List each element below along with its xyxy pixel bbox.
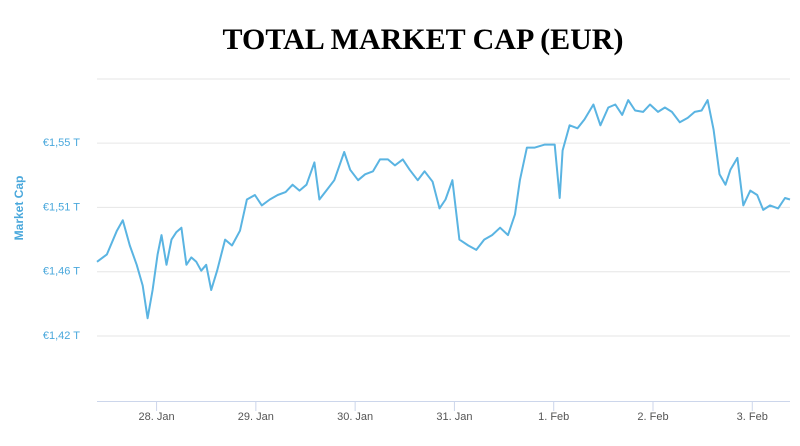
y-tick-label: €1,55 T — [43, 137, 80, 149]
y-tick-label: €1,51 T — [43, 201, 80, 213]
line-series — [96, 99, 791, 320]
x-tick-label: 30. Jan — [337, 411, 373, 423]
y-axis-title: Market Cap — [12, 176, 26, 241]
y-tick-label: €1,46 T — [43, 266, 80, 278]
chart-title: TOTAL MARKET CAP (EUR) — [223, 23, 624, 56]
y-tick-label: €1,42 T — [43, 330, 80, 342]
x-tick-label: 3. Feb — [737, 411, 768, 423]
x-tick-label: 1. Feb — [538, 411, 569, 423]
x-tick-label: 31. Jan — [436, 411, 472, 423]
x-tick-label: 28. Jan — [139, 411, 175, 423]
x-tick-label: 2. Feb — [637, 411, 668, 423]
x-tick-label: 29. Jan — [238, 411, 274, 423]
